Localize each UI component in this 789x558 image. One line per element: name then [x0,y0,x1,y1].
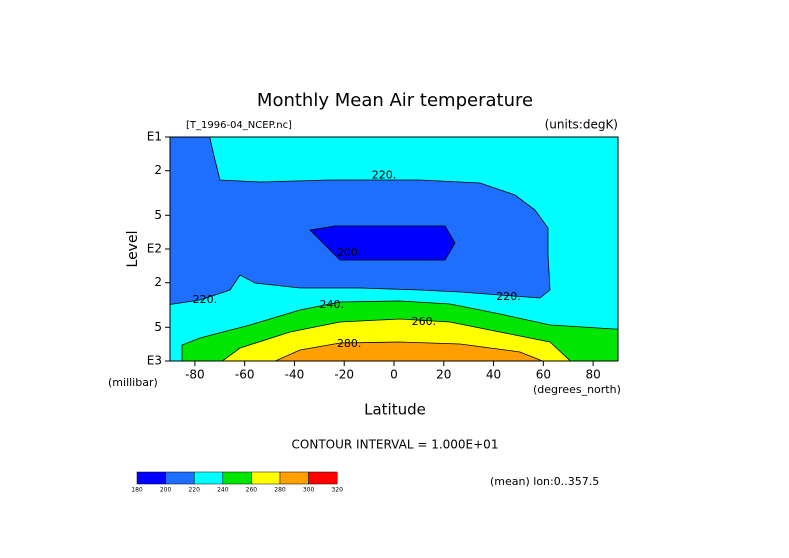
x-unit-label: (degrees_north) [533,383,621,396]
colorbar-label: 300 [303,487,315,494]
contour-label: 200. [337,246,362,259]
contour-label: 220. [496,290,521,303]
colorbar-swatch [193,471,224,485]
y-tick-label: 5 [154,208,162,222]
y-axis-title: Level [125,231,141,268]
x-tick-label: -40 [285,368,305,382]
colorbar-label: 260 [246,487,258,494]
x-tick-label: -60 [235,368,255,382]
colorbar-swatch [308,471,338,485]
colorbar-swatch [136,471,166,485]
colorbar-label: 220 [188,487,200,494]
y-tick-label: E3 [147,354,162,368]
contour-interval: CONTOUR INTERVAL = 1.000E+01 [292,438,499,452]
colorbar-swatch [279,471,309,485]
contour-label: 260. [412,315,437,328]
contour-band [170,137,551,305]
x-tick-label: 20 [436,368,451,382]
x-tick-label: 0 [390,368,398,382]
contour-label: 220. [193,293,218,306]
colorbar-swatch [165,471,195,485]
x-axis-title: Latitude [364,401,426,419]
colorbar-swatch [222,471,252,485]
contour-label: 280. [337,337,362,350]
y-tick-label: 2 [154,163,162,177]
colorbar-swatch [251,471,281,485]
y-tick-label: E2 [147,242,162,256]
contour-label: 220. [372,168,397,181]
contour-band [274,341,544,361]
contour-label: 240. [320,298,345,311]
chart-title: Monthly Mean Air temperature [257,90,533,111]
x-tick-label: 80 [585,368,600,382]
units-label: (units:degK) [545,118,618,132]
plot-area [169,136,619,362]
y-tick-label: 2 [154,275,162,289]
colorbar-label: 320 [331,487,343,494]
contour-fills [170,137,618,361]
colorbar-label: 240 [217,487,229,494]
x-tick-label: 40 [486,368,501,382]
contour-band [309,225,456,261]
x-tick-label: -20 [334,368,354,382]
y-unit-label: (millibar) [108,376,158,389]
y-tick-label: 5 [154,320,162,334]
file-label: [T_1996-04_NCEP.nc] [186,120,292,131]
x-tick-label: 60 [536,368,551,382]
colorbar-label: 200 [160,487,172,494]
y-tick-label: E1 [147,130,162,144]
footer: (mean) lon:0..357.5 [490,475,599,488]
colorbar-label: 180 [131,487,143,494]
x-tick-label: -80 [185,368,205,382]
colorbar-label: 280 [274,487,286,494]
